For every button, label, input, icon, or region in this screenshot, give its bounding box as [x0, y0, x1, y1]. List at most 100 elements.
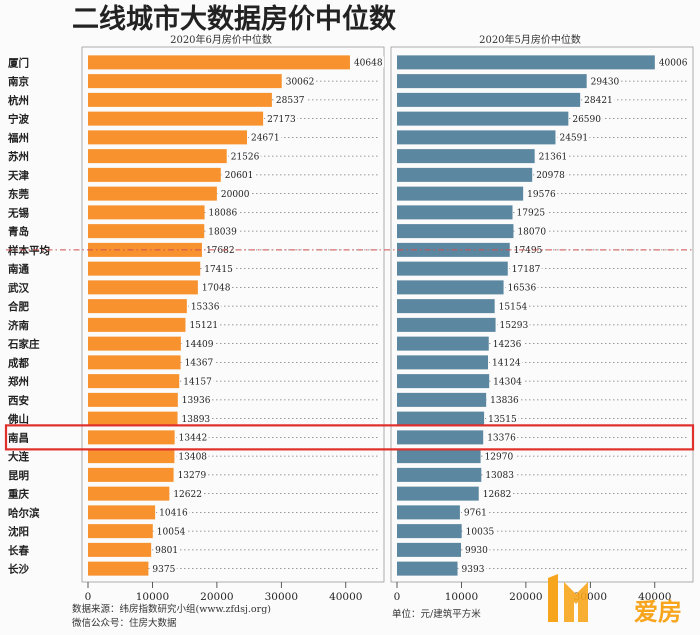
- value-label-bg: [588, 75, 621, 87]
- footer-unit: 单位：元/建筑平方米: [392, 608, 481, 620]
- bar: [397, 505, 460, 520]
- value-label: 28421: [584, 96, 613, 106]
- value-label: 20601: [225, 171, 254, 181]
- bar: [397, 561, 458, 576]
- footer-source: 数据来源：纬房指数研究小组(www.zfdsj.org): [72, 603, 271, 615]
- bar: [397, 486, 479, 501]
- x-tick-label: 20000: [200, 591, 233, 603]
- value-label-bg: [582, 93, 615, 105]
- value-label: 14236: [493, 340, 522, 350]
- bar: [397, 224, 514, 239]
- value-label: 15121: [189, 321, 218, 331]
- value-label-bg: [199, 281, 232, 293]
- value-label-bg: [206, 225, 239, 237]
- value-label-bg: [351, 56, 384, 68]
- chart-title: 二线城市大数据房价中位数: [72, 3, 397, 35]
- category-label: 长沙: [8, 563, 29, 576]
- value-label-bg: [485, 431, 518, 443]
- x-tick-label: 40000: [638, 591, 671, 603]
- value-label: 21361: [539, 152, 568, 162]
- value-label: 20000: [221, 190, 250, 200]
- bar: [88, 111, 264, 126]
- bar: [88, 74, 282, 89]
- value-label: 13893: [182, 415, 211, 425]
- value-label-bg: [188, 300, 221, 312]
- value-label: 14124: [492, 359, 521, 369]
- x-tick-label: 10000: [445, 591, 478, 603]
- bar: [397, 542, 461, 557]
- value-label-bg: [206, 206, 239, 218]
- bar: [397, 74, 587, 89]
- value-label: 13408: [178, 452, 207, 462]
- panel-may: 2020年5月房价中位数 40006 29430 28421 26590 24591 213…: [390, 33, 694, 603]
- value-label-bg: [273, 93, 306, 105]
- bar: [88, 186, 217, 201]
- value-label-bg: [534, 168, 567, 180]
- value-label: 18086: [209, 209, 238, 219]
- value-label: 13442: [179, 434, 208, 444]
- value-label-bg: [515, 225, 548, 237]
- value-label: 17925: [517, 209, 546, 219]
- bar: [88, 130, 247, 145]
- value-label: 13515: [488, 415, 517, 425]
- value-label-bg: [176, 431, 209, 443]
- value-label: 15336: [191, 302, 220, 312]
- value-label: 20978: [536, 171, 565, 181]
- value-label: 28537: [276, 96, 305, 106]
- value-label: 14157: [183, 377, 212, 387]
- bar: [397, 449, 481, 464]
- category-label: 武汉: [8, 281, 29, 294]
- series-title: 2020年5月房价中位数: [479, 33, 581, 46]
- value-label: 12682: [483, 490, 512, 500]
- panel-frame: [390, 46, 694, 583]
- bar: [397, 261, 508, 276]
- bar: [88, 92, 272, 107]
- bar: [88, 449, 175, 464]
- value-label: 27173: [267, 115, 296, 125]
- category-label: 昆明: [8, 470, 29, 482]
- bar: [88, 355, 181, 370]
- value-label: 15154: [499, 302, 528, 312]
- value-label: 21526: [231, 152, 260, 162]
- bar: [88, 467, 174, 482]
- bar: [88, 261, 201, 276]
- bar: [88, 561, 149, 576]
- value-label-bg: [490, 337, 523, 349]
- value-label-bg: [182, 356, 215, 368]
- category-label: 无锡: [7, 206, 29, 219]
- bar: [88, 167, 221, 182]
- value-label: 10035: [466, 527, 495, 537]
- bar: [88, 149, 227, 164]
- category-label: 南通: [8, 263, 29, 276]
- value-label-bg: [536, 150, 569, 162]
- value-label-bg: [525, 187, 558, 199]
- category-label: 青岛: [8, 225, 29, 238]
- bar: [397, 524, 462, 539]
- value-label-bg: [157, 506, 190, 518]
- value-label: 10054: [157, 527, 186, 537]
- bar: [88, 224, 205, 239]
- x-tick-label: 0: [85, 591, 92, 603]
- value-label: 40006: [659, 59, 688, 69]
- value-label-bg: [488, 393, 521, 405]
- value-label: 14409: [185, 340, 214, 350]
- bar: [88, 392, 178, 407]
- value-label-bg: [179, 393, 212, 405]
- bar: [397, 411, 485, 426]
- bar: [88, 505, 156, 520]
- category-label: 天津: [8, 169, 29, 182]
- category-label: 济南: [8, 319, 29, 332]
- logo-mark-right: [564, 582, 588, 622]
- value-label-bg: [461, 506, 489, 518]
- bar: [397, 92, 581, 107]
- panel-june: 2020年6月房价中位数 40648 30062 28537 27173 24671 215…: [81, 33, 385, 603]
- category-label: 沈阳: [8, 525, 29, 538]
- category-label: 成都: [8, 356, 29, 369]
- value-label: 9761: [464, 509, 487, 519]
- value-label-bg: [187, 318, 220, 330]
- value-label-bg: [514, 206, 547, 218]
- logo-text: 爱房: [634, 598, 682, 626]
- x-tick-label: 40000: [329, 591, 362, 603]
- category-label: 郑州: [8, 375, 29, 388]
